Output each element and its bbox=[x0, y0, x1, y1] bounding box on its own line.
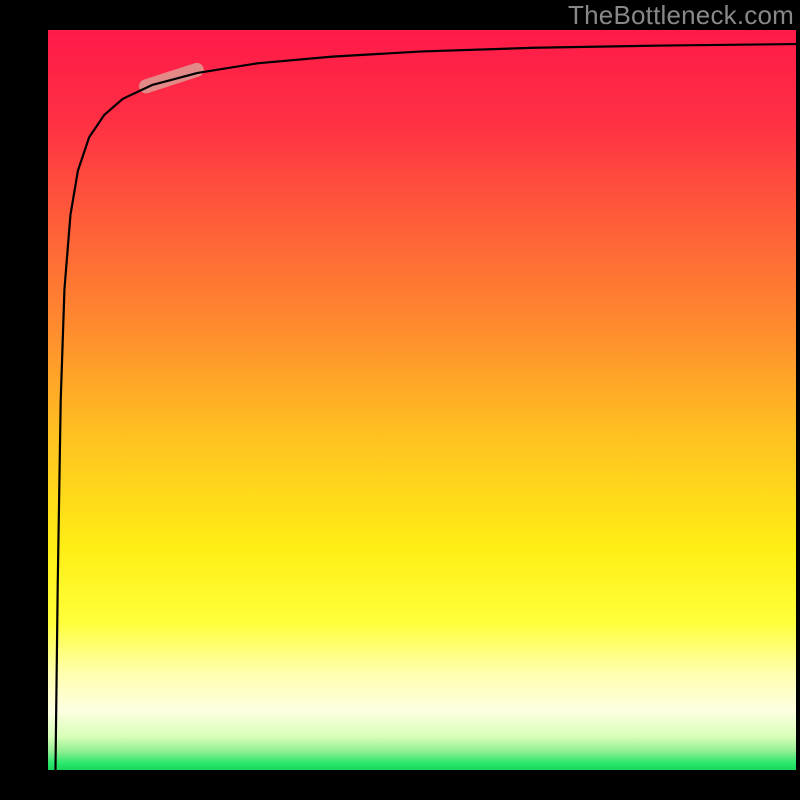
chart-plot-area bbox=[48, 30, 796, 770]
chart-container: TheBottleneck.com bbox=[0, 0, 800, 800]
watermark-label: TheBottleneck.com bbox=[568, 0, 794, 31]
bottleneck-curve-chart bbox=[0, 0, 800, 800]
